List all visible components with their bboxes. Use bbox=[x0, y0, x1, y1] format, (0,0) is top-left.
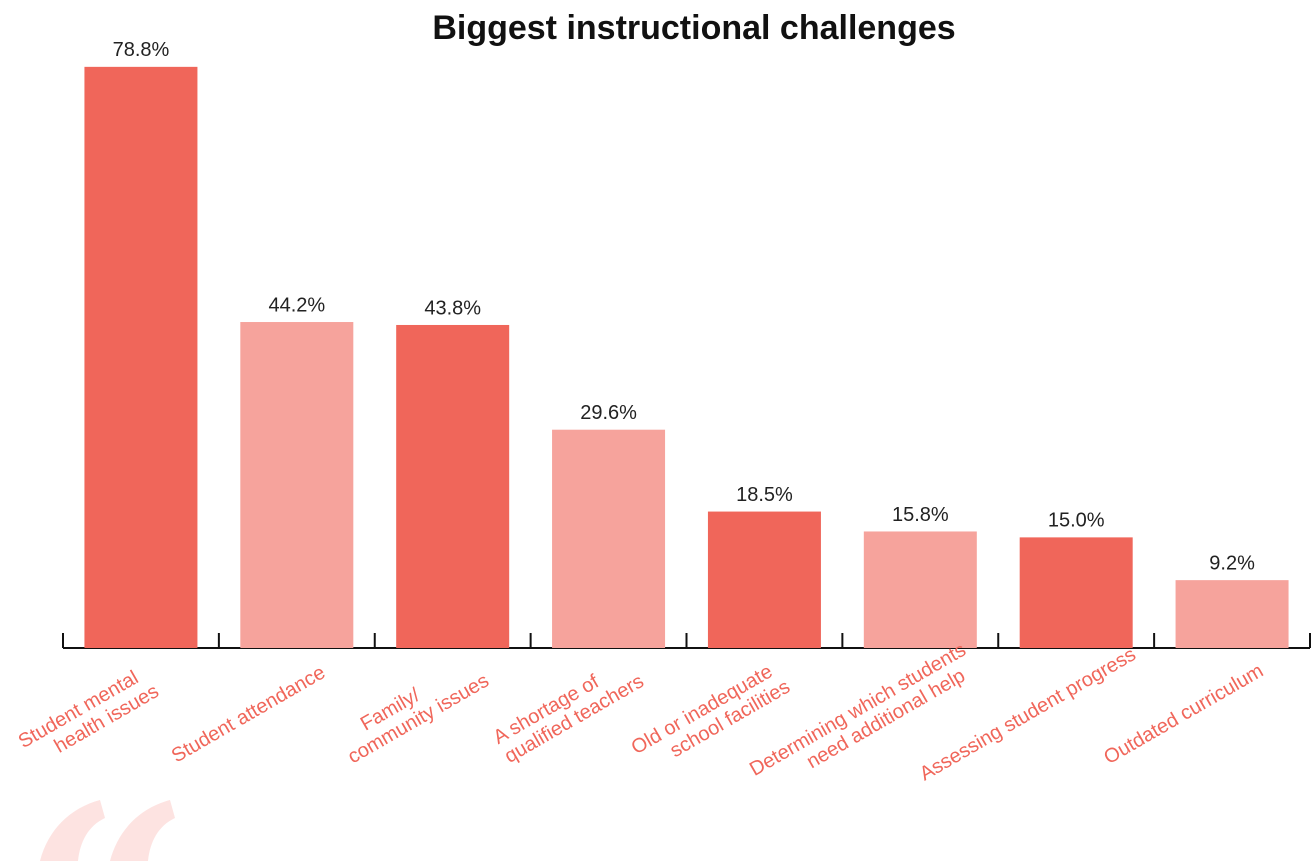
logo-shape bbox=[110, 800, 175, 861]
bar bbox=[84, 66, 198, 649]
bar bbox=[707, 511, 821, 648]
bar bbox=[396, 324, 510, 648]
x-tick-label: Outdated curriculum bbox=[1100, 660, 1267, 769]
logo-shape bbox=[40, 800, 105, 861]
x-tick-label-line: Student attendance bbox=[168, 661, 329, 767]
bar bbox=[1175, 580, 1289, 648]
value-label: 43.8% bbox=[424, 297, 481, 319]
logo-decoration bbox=[40, 800, 175, 861]
chart-title: Biggest instructional challenges bbox=[432, 9, 955, 47]
value-label: 29.6% bbox=[580, 402, 637, 424]
value-label: 15.8% bbox=[892, 504, 949, 526]
bar bbox=[552, 429, 666, 648]
x-tick-label: Family/community issues bbox=[344, 670, 493, 769]
value-label: 44.2% bbox=[268, 294, 325, 316]
bar bbox=[240, 322, 354, 648]
x-tick-label-line: Outdated curriculum bbox=[1100, 660, 1267, 769]
value-label: 78.8% bbox=[113, 39, 170, 61]
value-label: 18.5% bbox=[736, 484, 793, 506]
x-tick-label: Student attendance bbox=[168, 661, 329, 767]
bar bbox=[863, 531, 977, 648]
value-label: 15.0% bbox=[1048, 510, 1105, 532]
bar bbox=[1019, 537, 1133, 648]
value-label: 9.2% bbox=[1209, 552, 1255, 574]
